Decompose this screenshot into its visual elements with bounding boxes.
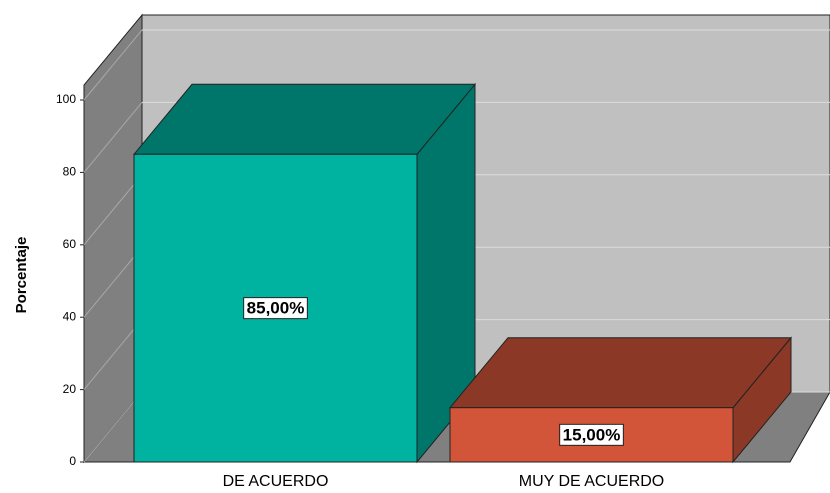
- y-axis-label: Porcentaje: [13, 237, 30, 314]
- y-tick-label: 40: [63, 309, 77, 323]
- y-tick-label: 20: [63, 382, 77, 396]
- y-tick-label: 80: [63, 165, 77, 179]
- y-tick-label: 60: [63, 237, 77, 251]
- value-label: 15,00%: [563, 425, 621, 444]
- value-label: 85,00%: [247, 299, 305, 318]
- bar-top: [132, 83, 477, 155]
- value-label-box: [243, 297, 308, 320]
- value-label-group: 85,00%: [243, 297, 308, 320]
- grid-line: [83, 29, 143, 101]
- grid-line: [83, 246, 143, 318]
- value-label-box: [559, 423, 624, 446]
- grid-line: [83, 319, 143, 390]
- x-tick-label: MUY DE ACUERDO: [519, 473, 665, 490]
- grid-line: [83, 174, 143, 246]
- y-tick-label: 100: [56, 92, 76, 106]
- grid-line: [83, 102, 143, 173]
- bar-top: [448, 337, 793, 409]
- x-tick-label: DE ACUERDO: [223, 473, 329, 490]
- left-wall: [83, 13, 143, 464]
- y-tick-label: 0: [69, 454, 76, 468]
- grid-line: [83, 391, 143, 463]
- value-label-group: 15,00%: [559, 423, 624, 446]
